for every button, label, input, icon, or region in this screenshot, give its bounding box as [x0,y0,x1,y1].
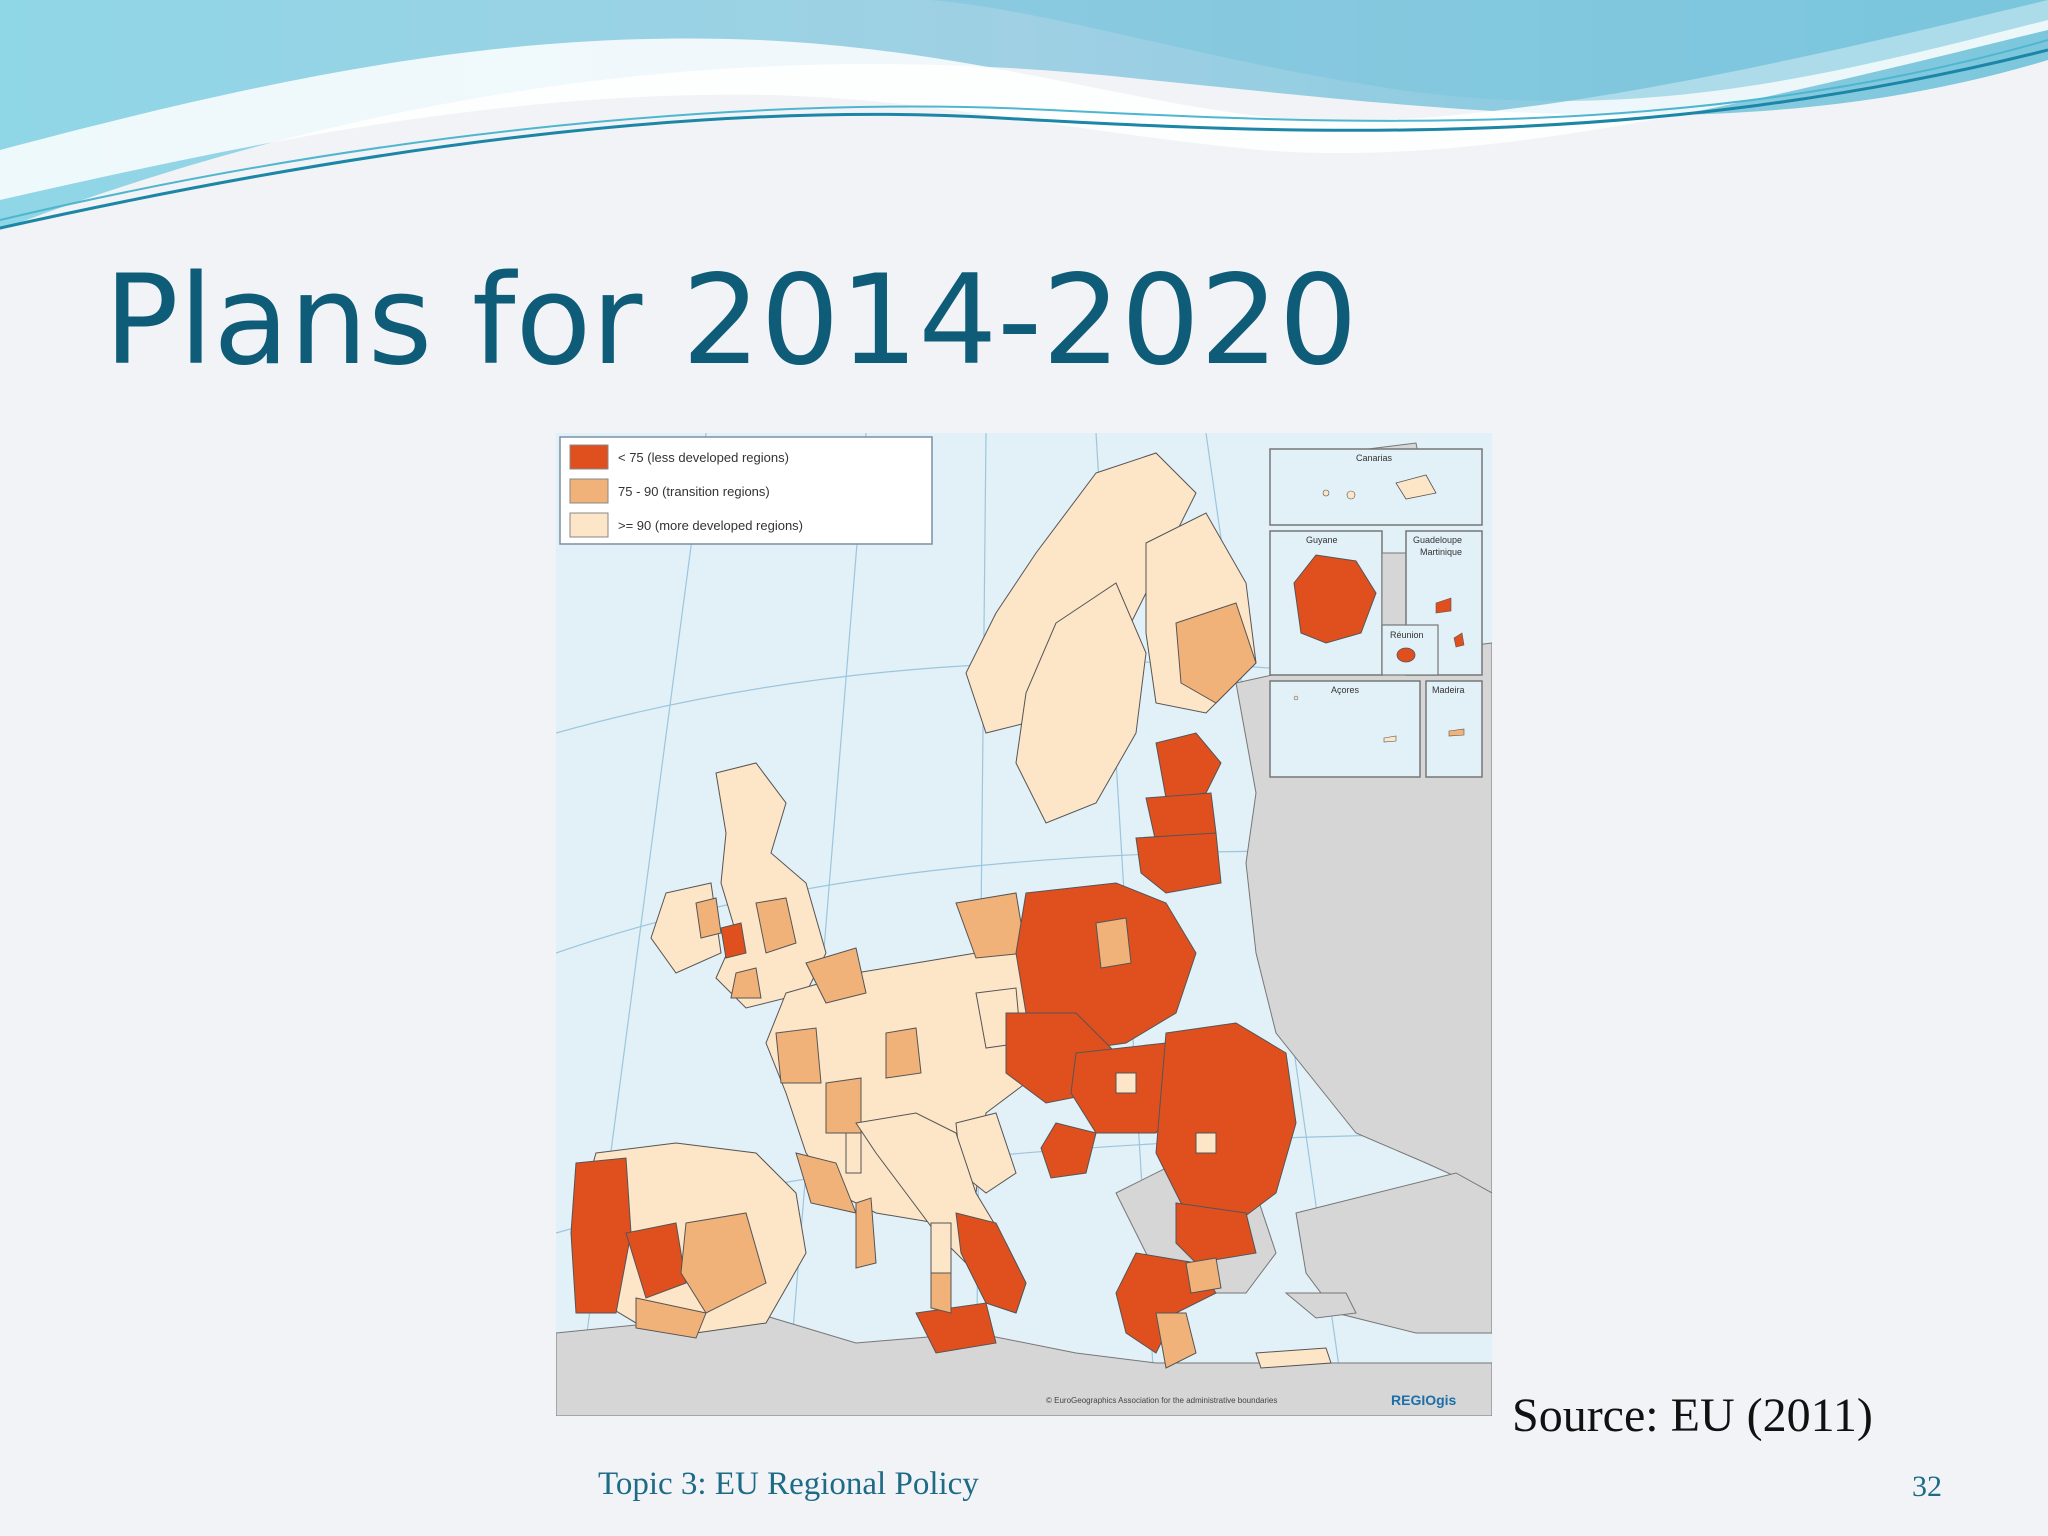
regiogis-logo: REGIOgis [1391,1392,1457,1408]
scandinavia [965,452,1257,824]
inset-label-reunion: Réunion [1390,630,1424,640]
inset-label-martinique: Martinique [1420,547,1462,557]
legend-box [559,436,933,545]
inset-label-canarias: Canarias [1356,453,1393,463]
british-isles [650,762,827,1009]
inset-madeira [1425,680,1483,778]
source-citation: Source: EU (2011) [1512,1389,1873,1442]
footer-topic: Topic 3: EU Regional Policy [598,1466,979,1502]
italy [855,1112,1027,1354]
eu-regions-map: < 75 (less developed regions) 75 - 90 (t… [556,433,1492,1416]
legend-swatch-transition [569,478,609,504]
legend-label-more-developed: >= 90 (more developed regions) [618,518,803,533]
map-canvas: < 75 (less developed regions) 75 - 90 (t… [556,433,1492,1416]
greece [1115,1252,1332,1369]
slide-title: Plans for 2014-2020 [104,249,1358,393]
inset-label-acores: Açores [1331,685,1360,695]
inset-label-madeira: Madeira [1432,685,1465,695]
legend-label-less-developed: < 75 (less developed regions) [618,450,789,465]
inset-label-guyane: Guyane [1306,535,1338,545]
inset-acores [1269,680,1421,778]
iberian-peninsula [570,1142,807,1339]
page-number: 32 [1912,1470,1942,1503]
header-wave-decoration [0,0,2048,230]
inset-canarias [1269,448,1483,526]
mediterranean-islands [845,1132,877,1269]
legend-swatch-less-developed [569,444,609,470]
baltic-states [1135,732,1222,894]
central-eastern-europe [1005,882,1297,1264]
legend-label-transition: 75 - 90 (transition regions) [618,484,770,499]
map-legend: < 75 (less developed regions) 75 - 90 (t… [559,436,933,545]
inset-label-guadeloupe: Guadeloupe [1413,535,1462,545]
western-europe [765,892,1037,1224]
legend-swatch-more-developed [569,512,609,538]
map-credit: © EuroGeographics Association for the ad… [1046,1396,1277,1405]
inset-panels: Canarias Guyane Guadeloupe Martinique Ré… [1269,448,1483,778]
